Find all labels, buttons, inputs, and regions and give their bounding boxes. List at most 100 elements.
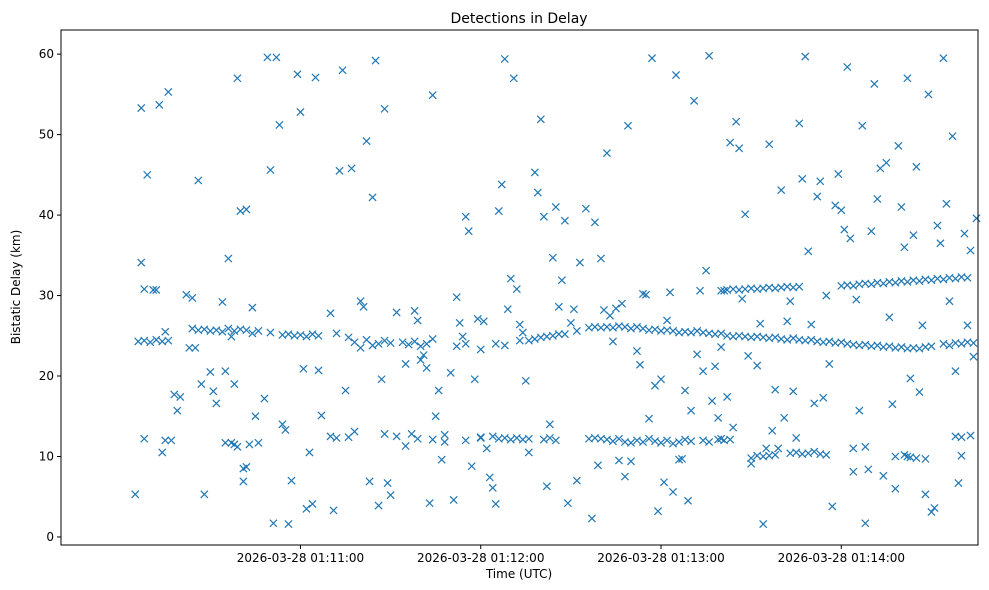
detection-point [720, 286, 729, 295]
detection-point [684, 496, 693, 505]
detection-point [687, 406, 696, 415]
detection-point [155, 100, 164, 109]
detection-point [131, 490, 140, 499]
detection-point [957, 433, 966, 442]
detection-point [500, 54, 509, 63]
detection-point [966, 431, 975, 440]
detection-point [266, 328, 275, 337]
detection-point [530, 168, 539, 177]
detection-point [822, 291, 831, 300]
detection-point [771, 333, 780, 342]
detection-point [792, 448, 801, 457]
y-tick-label: 30 [39, 289, 54, 303]
detection-point [641, 290, 651, 299]
detection-point [413, 434, 422, 443]
detection-point [774, 444, 783, 453]
detection-point [533, 188, 542, 197]
detection-point [834, 170, 843, 179]
detection-point [326, 432, 335, 441]
detection-point [771, 385, 780, 394]
detection-point [440, 437, 449, 447]
detection-point [416, 355, 425, 364]
detection-point [744, 351, 753, 360]
detection-point [855, 406, 864, 415]
detection-point [344, 333, 353, 342]
detection-point [425, 499, 434, 508]
x-tick-label: 2026-03-28 01:14:00 [778, 551, 905, 565]
detection-point [152, 335, 161, 344]
data-points [131, 51, 981, 529]
detection-point [837, 338, 846, 347]
detection-point [807, 320, 816, 329]
plot-frame [60, 29, 979, 546]
detection-point [747, 459, 756, 468]
detection-point [587, 514, 596, 523]
detection-point [626, 438, 635, 447]
detection-point [614, 456, 623, 465]
y-tick-label: 10 [39, 449, 54, 463]
detection-point [332, 329, 341, 338]
detection-point [807, 335, 816, 344]
detection-point [200, 490, 209, 499]
detection-point [632, 347, 642, 356]
detection-point [885, 313, 894, 322]
detection-point [632, 322, 642, 331]
detection-point [945, 341, 954, 350]
detection-point [518, 328, 527, 337]
detection-point [792, 433, 801, 443]
detection-point [798, 174, 807, 183]
detection-point [891, 484, 900, 493]
detection-point [963, 321, 972, 330]
detection-point [873, 341, 882, 350]
detection-point [924, 90, 933, 99]
detection-point [873, 194, 882, 204]
detection-point [293, 70, 302, 79]
detection-point [473, 314, 482, 323]
detection-point [416, 342, 425, 351]
detection-point [789, 387, 798, 396]
detection-point [476, 433, 485, 443]
detection-point [732, 117, 741, 126]
detection-point [140, 336, 149, 345]
y-axis-label: Bistatic Delay (km) [9, 230, 23, 345]
detection-point [635, 360, 645, 369]
detection-point [299, 364, 308, 373]
detection-point [735, 144, 744, 153]
detection-point [560, 216, 569, 225]
detection-point [699, 367, 708, 376]
detection-point [659, 478, 669, 487]
detection-point [963, 273, 972, 282]
detection-point [933, 221, 942, 230]
detection-point [765, 140, 774, 149]
detection-point [548, 253, 557, 262]
detection-point [903, 74, 912, 83]
detection-point [284, 520, 293, 529]
detection-point [891, 452, 900, 461]
detection-point [461, 212, 470, 221]
detection-point [915, 388, 924, 397]
detection-point [335, 166, 344, 175]
detection-point [380, 104, 389, 113]
detection-point [554, 330, 563, 339]
detection-point [897, 203, 906, 212]
detection-point [341, 386, 350, 395]
detection-point [233, 74, 242, 83]
detection-point [948, 132, 957, 141]
detection-point [515, 320, 524, 329]
detection-point [488, 432, 497, 441]
detection-point [551, 436, 560, 445]
detection-point [140, 434, 149, 443]
detection-point [347, 164, 356, 173]
detection-point [653, 507, 663, 516]
detection-point [296, 108, 305, 117]
detection-point [936, 239, 945, 248]
detection-point [608, 437, 617, 446]
detection-point [644, 434, 654, 443]
detection-point [783, 335, 792, 344]
detection-point [939, 339, 948, 348]
detection-point [912, 162, 921, 171]
detection-point [623, 121, 632, 130]
detection-point [675, 455, 684, 464]
detection-point [506, 435, 515, 444]
detection-point [867, 227, 876, 236]
